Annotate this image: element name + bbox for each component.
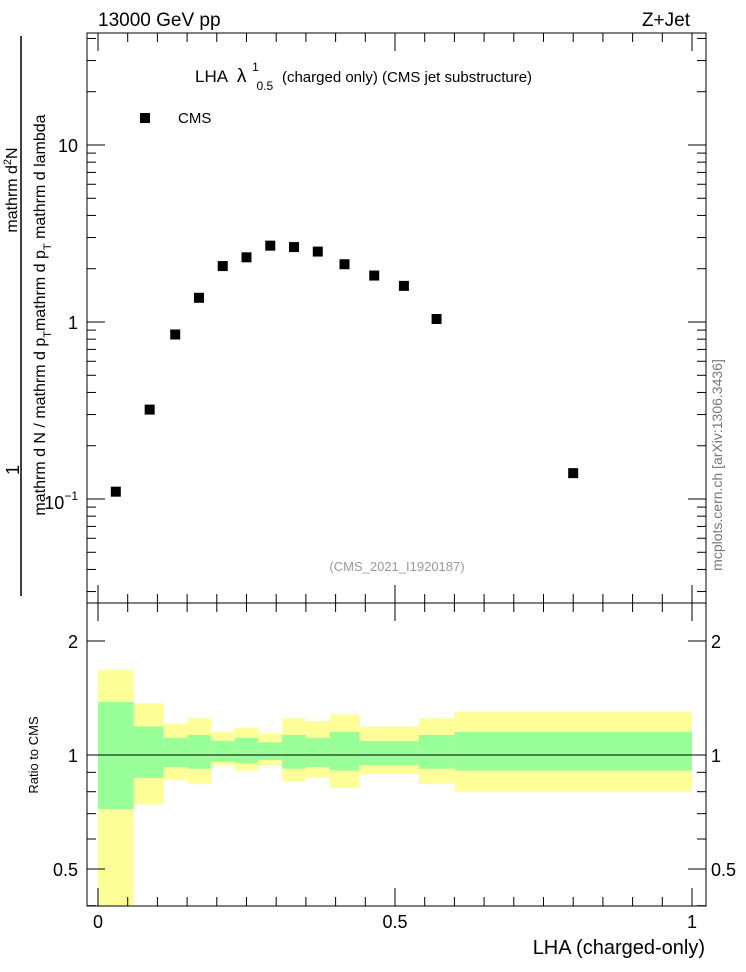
data-point — [431, 313, 442, 324]
analysis-id: (CMS_2021_I1920187) — [329, 559, 464, 574]
ylabel-denominator: mathrm d N / mathrm d pTmathrm d pT math… — [32, 114, 54, 515]
ratio-band-inner — [210, 740, 235, 762]
data-point — [312, 246, 323, 257]
data-point — [265, 240, 276, 251]
data-point — [217, 261, 228, 272]
legend-label: CMS — [178, 110, 211, 127]
main-ylabel: 1 mathrm d2N mathrm d N / mathrm d pTmat… — [2, 36, 54, 596]
ratio-ytick-label-0p5-right: 0.5 — [711, 860, 736, 880]
ratio-band-inner — [234, 737, 259, 764]
title-sup: 1 — [252, 60, 259, 74]
main-axis-ticks — [87, 33, 706, 603]
data-point — [398, 280, 409, 291]
main-ytick-label-10: 10 — [58, 136, 78, 156]
watermark: mcplots.cern.ch [arXiv:1306.3436] — [709, 359, 725, 571]
xtick-label-1: 1 — [687, 912, 697, 932]
title-sub: 0.5 — [257, 79, 274, 93]
ratio-band-inner — [329, 732, 360, 771]
data-point — [568, 468, 579, 479]
data-point — [144, 404, 155, 415]
title-lambda: λ — [237, 66, 247, 87]
title-prefix: LHA — [195, 67, 229, 86]
xtick-label-0: 0 — [93, 912, 103, 932]
main-ytick-label-1: 1 — [68, 313, 78, 333]
data-point — [170, 329, 181, 340]
ratio-xlabel: LHA (charged-only) — [533, 937, 705, 959]
ratio-band-inner — [98, 702, 134, 810]
main-ytick-label-0p1: 10−1 — [44, 489, 78, 513]
data-point — [289, 242, 300, 253]
legend-marker — [140, 113, 150, 123]
ratio-band-inner — [359, 740, 419, 766]
ratio-band-inner — [282, 734, 306, 769]
data-point — [339, 259, 350, 270]
ratio-band-inner — [305, 737, 330, 767]
header-left: 13000 GeV pp — [98, 10, 221, 31]
ylabel-numerator: mathrm d2N — [2, 147, 21, 232]
title-suffix: (charged only) (CMS jet substructure) — [282, 69, 532, 86]
ratio-band-inner — [418, 734, 455, 769]
ylabel-one: 1 — [3, 465, 23, 475]
ratio-uncertainty-bands — [98, 669, 692, 906]
plot-title: LHA λ 1 0.5 (charged only) (CMS jet subs… — [195, 56, 532, 94]
data-point — [241, 252, 252, 263]
ratio-ytick-label-2-left: 2 — [68, 632, 78, 652]
xtick-label-0p5: 0.5 — [382, 912, 407, 932]
ratio-band-inner — [258, 742, 283, 761]
header-right: Z+Jet — [642, 10, 691, 31]
ratio-ylabel: Ratio to CMS — [26, 716, 41, 794]
ratio-axis-ticks — [87, 603, 706, 907]
ratio-band-inner — [454, 732, 692, 771]
ratio-ytick-label-1-right: 1 — [711, 746, 721, 766]
ratio-plot-area: Ratio to CMS 2 1 0.5 2 1 0.5 0 0.5 1 LHA… — [26, 602, 736, 959]
main-plot-area: LHA λ 1 0.5 (charged only) (CMS jet subs… — [2, 32, 707, 604]
ratio-band-inner — [187, 734, 211, 769]
data-point — [193, 292, 204, 303]
ratio-ytick-label-2-right: 2 — [711, 632, 721, 652]
ratio-ytick-label-0p5-left: 0.5 — [53, 860, 78, 880]
ratio-band-inner — [163, 737, 188, 767]
ratio-ytick-label-1-left: 1 — [68, 746, 78, 766]
ratio-band-inner — [133, 726, 164, 778]
data-point — [369, 270, 380, 281]
cms-data-points — [110, 240, 579, 497]
data-point — [110, 486, 121, 497]
